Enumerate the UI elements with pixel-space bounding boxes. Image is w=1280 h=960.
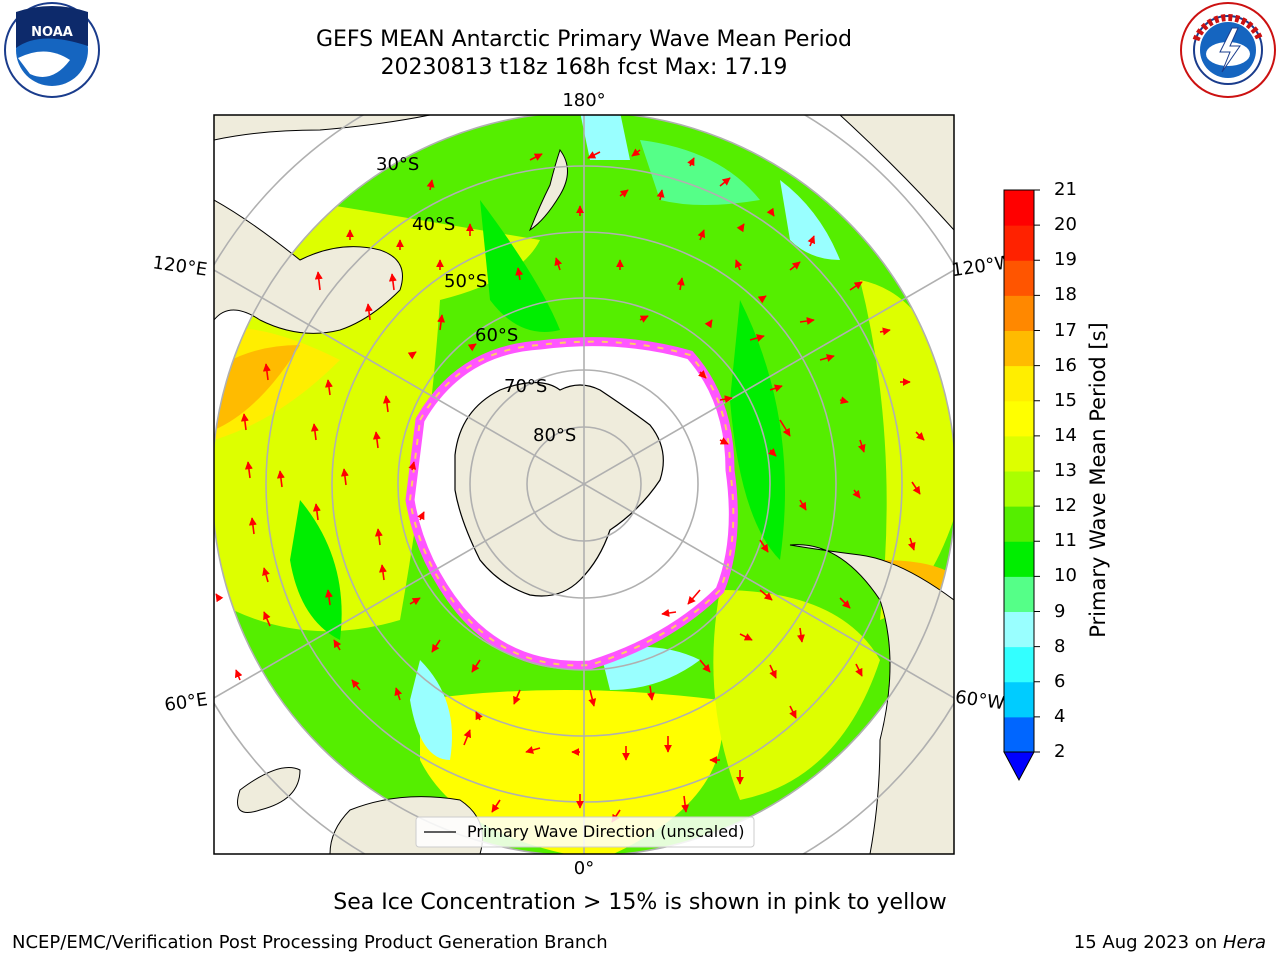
colorbar-segment [1004, 611, 1034, 648]
colorbar-tick-label: 14 [1054, 424, 1077, 446]
colorbar-tick-label: 13 [1054, 460, 1077, 481]
map-legend: Primary Wave Direction (unscaled) [415, 816, 755, 848]
colorbar-tick-label: 21 [1054, 179, 1077, 200]
colorbar-segment [1004, 190, 1034, 226]
colorbar-tick-label: 4 [1054, 705, 1066, 727]
footer-host: Hera [1222, 932, 1266, 953]
colorbar-tick-label: 2 [1054, 741, 1066, 762]
colorbar-tick-label: 10 [1054, 565, 1077, 587]
colorbar-segment [1004, 576, 1034, 612]
colorbar-segment [1004, 365, 1034, 402]
colorbar-segment [1004, 295, 1034, 331]
colorbar-segment [1004, 541, 1034, 577]
colorbar-tick-label: 15 [1054, 389, 1077, 411]
lat-label-60s: 60°S [475, 325, 518, 346]
south-america [789, 544, 954, 854]
colorbar-tick-label: 8 [1054, 635, 1066, 657]
lon-label-60e: 60°E [163, 689, 209, 716]
colorbar-segment [1004, 471, 1034, 507]
colorbar-tick-label: 19 [1054, 249, 1077, 271]
lon-label-0: 0° [574, 858, 594, 879]
colorbar-label: Primary Wave Mean Period [s] [1086, 322, 1110, 638]
new-zealand [528, 148, 568, 232]
colorbar-segment [1004, 260, 1034, 296]
colorbar-segment [1004, 646, 1034, 683]
sea-ice-note: Sea Ice Concentration > 15% is shown in … [333, 890, 947, 915]
noaa-logo-text: NOAA [31, 25, 73, 40]
lon-label-180: 180° [562, 90, 605, 111]
lon-label-60w: 60°W [954, 687, 1006, 715]
colorbar [1003, 189, 1040, 782]
asia-land [214, 115, 431, 141]
colorbar-segment [1004, 225, 1034, 261]
antarctica [454, 381, 664, 597]
colorbar-segment [1004, 681, 1034, 718]
colorbar-tick-label: 18 [1054, 284, 1077, 306]
colorbar-segment [1004, 435, 1034, 472]
noaa-logo: NOAA [4, 2, 100, 98]
colorbar-tick-label: 12 [1054, 495, 1077, 517]
lat-label-40s: 40°S [412, 214, 455, 235]
colorbar-tick-label: 16 [1054, 354, 1077, 376]
footer-date-text: 15 Aug 2023 on [1073, 932, 1223, 953]
colorbar-segment [1004, 400, 1034, 437]
colorbar-tick-label: 17 [1054, 319, 1077, 341]
lat-label-70s: 70°S [504, 376, 547, 397]
madagascar [237, 767, 301, 813]
colorbar-segment [1004, 330, 1034, 367]
colorbar-tick-label: 11 [1054, 530, 1077, 552]
legend-label: Primary Wave Direction (unscaled) [467, 822, 744, 841]
chart-subtitle: 20230813 t18z 168h fcst Max: 17.19 [380, 55, 788, 80]
wave-direction-arrows [215, 148, 925, 823]
colorbar-segment [1004, 506, 1034, 542]
colorbar-segment [1004, 716, 1034, 753]
lat-label-80s: 80°S [533, 425, 576, 446]
footer-credit: NCEP/EMC/Verification Post Processing Pr… [12, 932, 608, 953]
colorbar-under-arrow [1003, 751, 1035, 782]
colorbar-tick-label: 6 [1054, 670, 1066, 692]
footer-date: 15 Aug 2023 on Hera [1074, 932, 1266, 953]
nws-logo [1180, 2, 1276, 98]
graticule [214, 115, 954, 854]
colorbar-tick-label: 9 [1054, 600, 1066, 622]
chart-title: GEFS MEAN Antarctic Primary Wave Mean Pe… [315, 27, 853, 52]
lat-label-50s: 50°S [444, 271, 487, 292]
lon-label-120e: 120°E [151, 252, 208, 280]
lat-label-30s: 30°S [376, 154, 419, 175]
colorbar-tick-label: 20 [1054, 214, 1077, 236]
map-frame [213, 114, 955, 855]
